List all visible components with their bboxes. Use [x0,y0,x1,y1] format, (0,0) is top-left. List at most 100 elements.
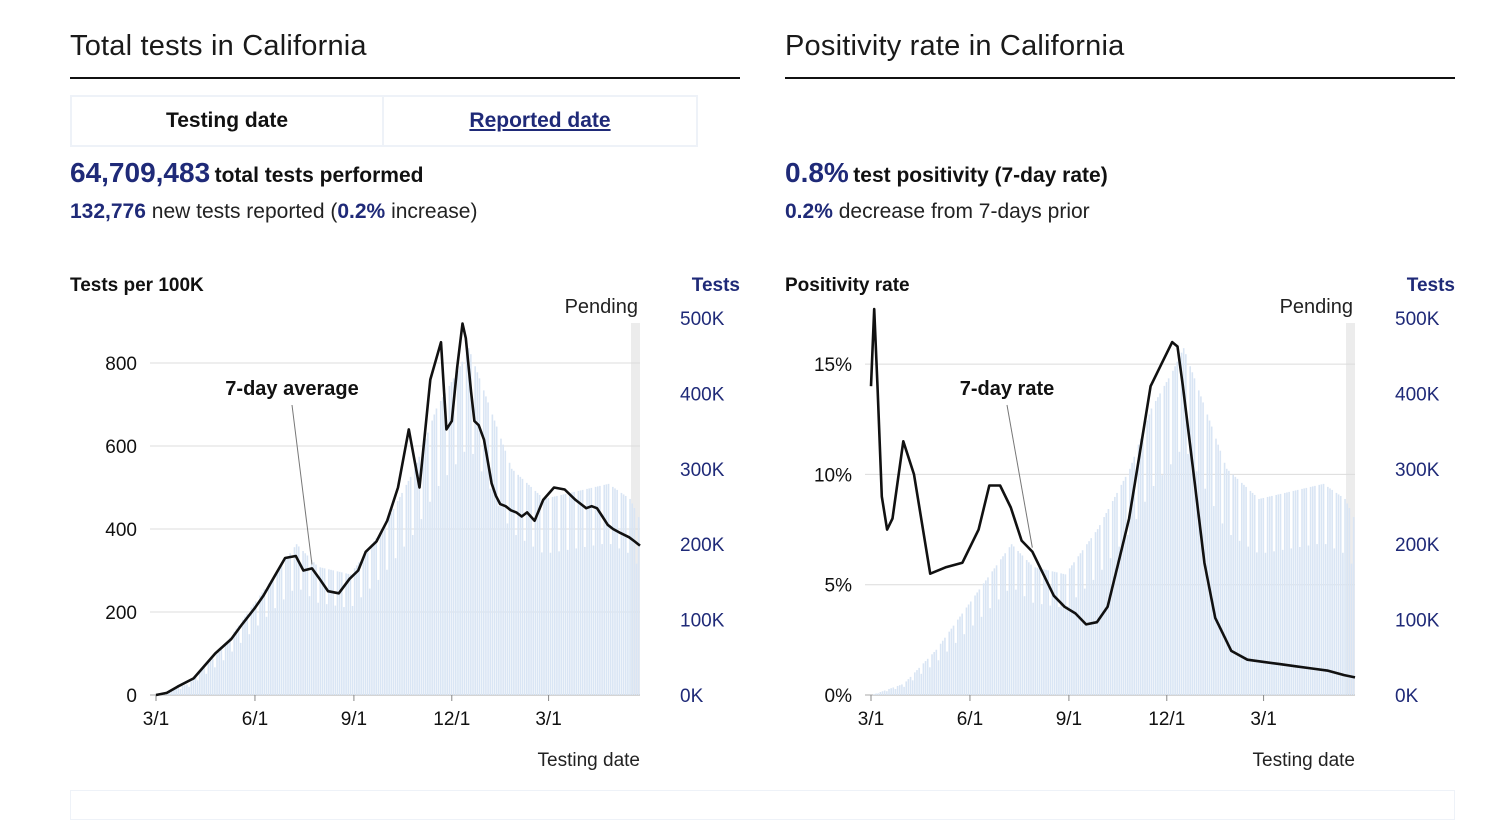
test-bar [1197,390,1200,695]
x-axis-title: Testing date [1253,750,1355,771]
test-bar [1253,494,1256,695]
test-bar [1329,488,1331,695]
test-bar [1094,532,1097,695]
test-bar [1154,400,1157,695]
test-bar [1105,513,1108,695]
test-bar [926,658,929,695]
test-bar [1122,480,1125,695]
test-bar [890,688,892,695]
test-bar [1213,506,1215,695]
test-bar [209,661,212,695]
test-bar [323,568,326,695]
test-bar [959,616,961,695]
test-bar [1316,544,1318,695]
test-bar [1144,501,1146,695]
test-bar [1208,420,1211,695]
test-bar [1062,573,1065,695]
test-bar [1066,605,1069,695]
y2-axis-title: Tests [1407,275,1455,296]
test-bar [1286,492,1288,695]
test-bar [1053,571,1056,695]
test-bar [216,654,218,695]
test-bar [467,348,470,695]
test-bar [356,565,358,695]
test-bar [961,613,963,695]
test-bar [1099,525,1101,695]
test-bar [584,546,586,695]
test-bar [508,462,511,695]
positivity-change-text: decrease from 7-days prior [838,200,1090,223]
positivity-change-value: 0.2% [785,200,833,223]
test-bar [482,390,485,695]
test-bar [1335,492,1338,695]
test-bar [231,651,233,695]
test-bar [571,492,573,695]
test-bar [291,590,294,695]
test-bar [1038,568,1041,695]
test-bar [1133,456,1136,695]
test-bar [1189,366,1191,695]
test-bar [551,496,554,695]
test-bar [519,476,522,695]
test-bar [1159,393,1161,695]
test-bar [1260,498,1262,695]
test-bar [1047,570,1049,695]
test-bar [493,420,496,695]
test-bar [586,488,588,695]
new-tests-value: 132,776 [70,200,146,223]
test-bar [1210,426,1213,695]
test-bar [974,595,976,695]
test-bar [470,354,472,695]
test-bar [541,552,543,695]
test-bar [261,592,264,695]
test-bar [235,628,238,695]
test-bar [545,498,547,695]
test-bar [922,663,925,695]
test-bar [560,494,563,695]
test-bar [909,676,912,695]
y-axis-title: Tests per 100K [70,275,204,296]
test-bar [429,501,431,695]
test-bar [392,509,395,695]
test-bar [976,592,979,695]
test-bar [1120,484,1123,695]
test-bar [381,529,384,695]
test-bar [461,361,464,695]
annotation-label: 7-day rate [960,378,1055,400]
test-bar [1348,508,1351,695]
test-bar [1174,366,1176,695]
tab-reported-date[interactable]: Reported date [384,95,698,147]
test-bar [536,492,539,695]
test-bar [498,506,500,695]
test-bar [1015,589,1017,695]
test-bar [629,498,631,695]
test-bar [1118,546,1120,695]
test-bar [489,488,492,695]
test-bar [351,605,354,695]
test-bar [1219,450,1222,695]
y2-tick-label: 0K [1395,686,1419,707]
test-bar [252,604,255,695]
y-tick-label: 400 [105,520,137,541]
x-tick-label: 3/1 [535,709,561,730]
test-bar [450,382,453,695]
test-bar [1230,535,1232,695]
test-bar [403,546,405,695]
test-bar [237,625,240,695]
test-bar [1180,352,1183,695]
x-tick-label: 12/1 [433,709,470,730]
test-bar [1225,468,1228,695]
test-bar [1322,483,1325,695]
test-bar [1350,563,1353,695]
test-bar [886,691,888,695]
test-bar [1232,474,1234,695]
test-bar [220,649,223,695]
test-bar [1142,432,1144,695]
test-bar [472,453,474,695]
tab-testing-date[interactable]: Testing date [70,95,384,147]
test-bar [883,690,886,695]
test-bar [427,432,429,695]
test-bar [1200,396,1202,695]
test-bar [285,559,287,695]
test-bar [1170,464,1172,695]
